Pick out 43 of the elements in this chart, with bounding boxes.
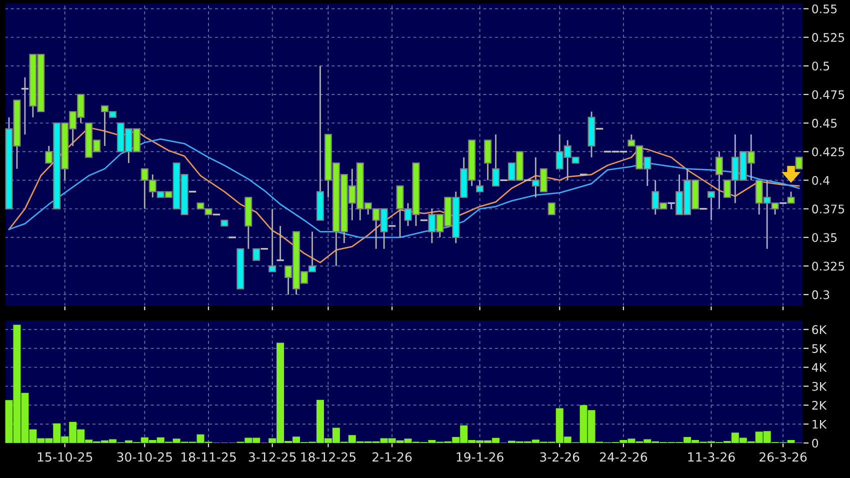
x-tick-label: 30-10-25 [117, 452, 172, 462]
y-tick-label: 0.375 [812, 204, 844, 214]
x-tick-label: 3-2-26 [540, 452, 580, 462]
candlestick [548, 202, 556, 216]
x-tick-label: 11-3-26 [688, 452, 735, 462]
candlestick [715, 150, 723, 210]
candlestick [476, 180, 484, 192]
candlestick [268, 208, 276, 272]
y-tick-label: 5K [812, 344, 827, 354]
candlestick [484, 140, 492, 181]
y-tick-label: 2K [812, 400, 827, 410]
y-tick-label: 0 [812, 438, 818, 448]
x-tick-label: 2-1-26 [372, 452, 412, 462]
candlestick [276, 225, 285, 262]
candlestick [252, 248, 260, 261]
candlestick [707, 190, 715, 221]
y-tick-label: 0.425 [812, 147, 844, 156]
y-tick-label: 0.3 [812, 290, 830, 300]
y-tick-label: 0.4 [812, 176, 830, 185]
x-tick-label: 19-1-26 [456, 452, 504, 462]
x-tick-label: 18-11-25 [181, 452, 236, 462]
x-tick-label: 15-10-25 [38, 452, 92, 462]
y-tick-label: 4K [812, 363, 827, 372]
y-tick-label: 0.45 [812, 118, 837, 128]
candlestick [666, 202, 676, 210]
y-tick-label: 0.55 [812, 4, 837, 14]
candlestick [795, 156, 803, 170]
y-tick-label: 6K [812, 325, 827, 334]
line-series [8, 126, 800, 264]
line-series [8, 138, 800, 238]
x-tick-label: 24-2-26 [600, 452, 648, 462]
y-tick-label: 0.525 [812, 33, 844, 42]
y-tick-label: 0.475 [812, 90, 844, 100]
y-tick-label: 0.325 [812, 262, 844, 271]
candlestick [787, 190, 795, 204]
y-tick-label: 0.5 [812, 62, 830, 71]
y-tick-label: 1K [812, 420, 827, 429]
candlestick [492, 134, 500, 187]
x-tick-label: 3-12-25 [248, 452, 296, 462]
x-tick-label: 18-12-25 [301, 452, 356, 462]
x-tick-label: 26-3-26 [760, 452, 807, 462]
y-tick-label: 3K [812, 382, 827, 391]
y-tick-label: 0.35 [812, 233, 837, 242]
